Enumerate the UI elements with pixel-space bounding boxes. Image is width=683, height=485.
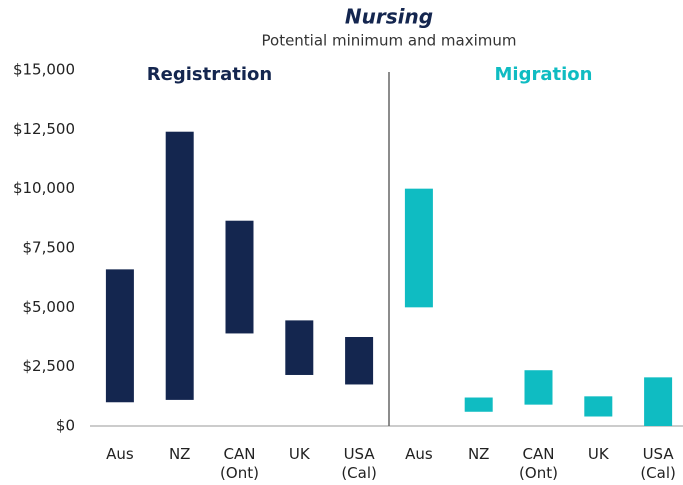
y-tick-label: $0 bbox=[56, 417, 75, 435]
y-tick-label: $15,000 bbox=[13, 61, 75, 79]
x-tick-label: NZ bbox=[467, 445, 490, 463]
y-tick-label: $12,500 bbox=[13, 120, 75, 138]
range-bar bbox=[225, 220, 254, 334]
range-bar bbox=[165, 131, 194, 400]
range-bar bbox=[464, 397, 493, 412]
range-bar bbox=[584, 396, 613, 417]
x-tick-label: CAN (Ont) bbox=[220, 445, 259, 482]
range-bar bbox=[285, 320, 314, 375]
x-tick-label: Aus bbox=[405, 445, 433, 463]
range-bar bbox=[404, 188, 433, 308]
x-tick-label: NZ bbox=[168, 445, 191, 463]
range-bar bbox=[644, 377, 673, 426]
group-label: Migration bbox=[495, 64, 593, 85]
y-tick-label: $10,000 bbox=[13, 179, 75, 197]
group-label: Registration bbox=[147, 64, 272, 85]
x-tick-label: UK bbox=[587, 445, 609, 463]
chart-subtitle: Potential minimum and maximum bbox=[262, 32, 517, 50]
x-tick-label: USA (Cal) bbox=[341, 445, 377, 482]
range-bar bbox=[524, 370, 553, 405]
x-tick-label: UK bbox=[288, 445, 310, 463]
y-tick-label: $2,500 bbox=[23, 357, 76, 375]
range-bar bbox=[105, 269, 134, 403]
x-tick-label: Aus bbox=[106, 445, 134, 463]
y-tick-label: $7,500 bbox=[23, 239, 76, 257]
y-tick-label: $5,000 bbox=[23, 298, 76, 316]
x-tick-label: CAN (Ont) bbox=[519, 445, 558, 482]
range-bar bbox=[345, 337, 374, 385]
chart-title: Nursing bbox=[345, 5, 433, 29]
x-tick-label: USA (Cal) bbox=[640, 445, 676, 482]
